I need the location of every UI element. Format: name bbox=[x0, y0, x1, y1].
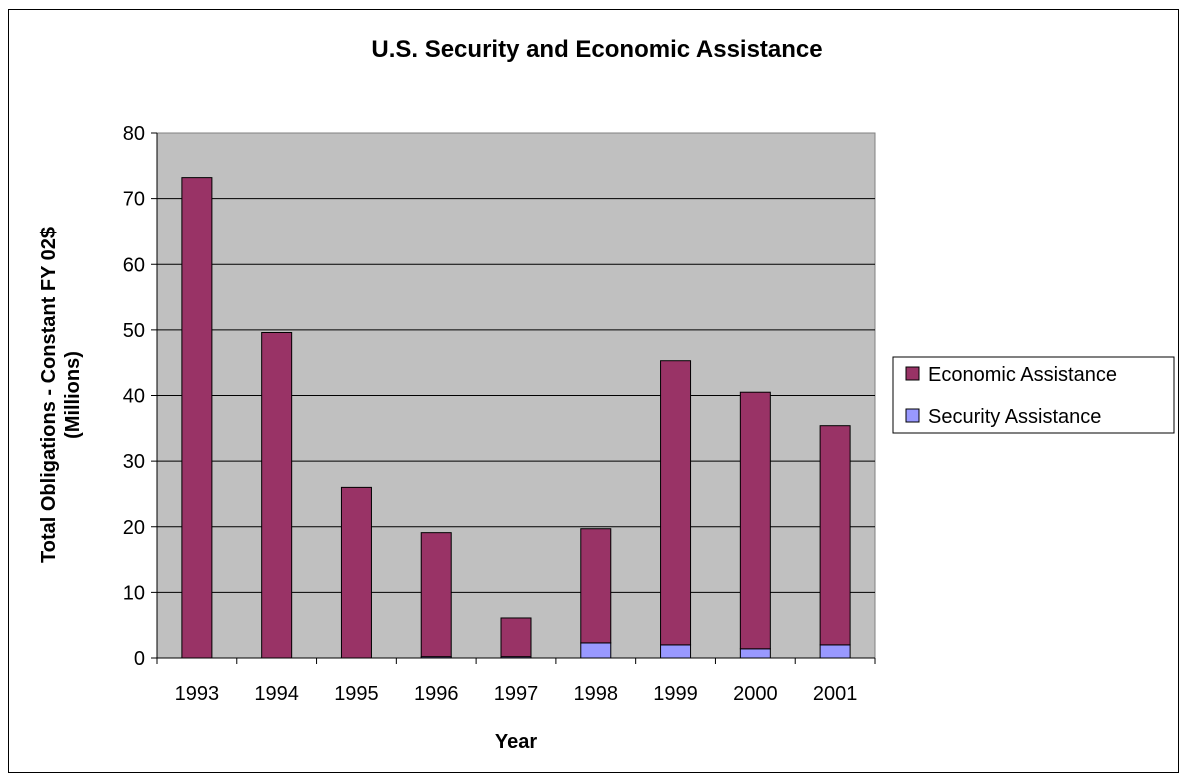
bar-economic-2001 bbox=[819, 425, 851, 646]
legend-swatch-economic bbox=[905, 366, 920, 381]
bar-security-2001 bbox=[819, 644, 851, 659]
bars bbox=[181, 177, 851, 659]
y-tick-labels: 0 10 20 30 40 50 60 70 80 bbox=[123, 123, 145, 670]
bar-security-1998 bbox=[580, 642, 612, 659]
legend-label-economic: Economic Assistance bbox=[928, 364, 1117, 386]
y-tick-label: 70 bbox=[123, 189, 145, 211]
x-tick-label: 1995 bbox=[334, 683, 379, 705]
y-tick-label: 20 bbox=[123, 517, 145, 539]
bar-economic-1994 bbox=[261, 332, 293, 659]
bar-economic-1993 bbox=[181, 177, 213, 659]
legend-swatch-security bbox=[905, 408, 920, 423]
x-tick-label: 2000 bbox=[733, 683, 778, 705]
y-tick-label: 60 bbox=[123, 254, 145, 276]
y-tick-label: 30 bbox=[123, 451, 145, 473]
chart-title: U.S. Security and Economic Assistance bbox=[371, 36, 822, 63]
y-tick-label: 0 bbox=[134, 648, 145, 670]
y-tick-label: 80 bbox=[123, 123, 145, 145]
bar-economic-1996 bbox=[420, 532, 452, 658]
x-tick-label: 2001 bbox=[813, 683, 858, 705]
y-tick-label: 40 bbox=[123, 386, 145, 408]
x-tick-label: 1993 bbox=[175, 683, 220, 705]
bar-economic-1995 bbox=[340, 486, 372, 659]
y-axis-title: Total Obligations - Constant FY 02$ (Mil… bbox=[38, 227, 84, 563]
bar-security-2000 bbox=[739, 648, 771, 659]
bar-economic-1997 bbox=[500, 617, 532, 658]
y-tick-label: 10 bbox=[123, 582, 145, 604]
x-tick-label: 1994 bbox=[254, 683, 299, 705]
x-tick-labels: 1993 1994 1995 1996 1997 1998 1999 2000 2001 bbox=[175, 683, 858, 705]
x-tick-label: 1999 bbox=[653, 683, 698, 705]
bar-economic-2000 bbox=[739, 391, 771, 650]
x-tick-label: 1996 bbox=[414, 683, 459, 705]
bar-security-1999 bbox=[660, 644, 692, 659]
y-axis-title-line-1: Total Obligations - Constant FY 02$ bbox=[38, 227, 60, 563]
bar-economic-1998 bbox=[580, 528, 612, 644]
axes bbox=[151, 132, 876, 664]
x-tick-label: 1997 bbox=[494, 683, 539, 705]
y-axis-title-line-2: (Millions) bbox=[62, 351, 84, 439]
y-tick-label: 50 bbox=[123, 320, 145, 342]
bar-economic-1999 bbox=[660, 360, 692, 646]
x-tick-label: 1998 bbox=[574, 683, 619, 705]
x-axis-title: Year bbox=[495, 731, 537, 753]
legend-box bbox=[892, 356, 1175, 434]
legend-label-security: Security Assistance bbox=[928, 406, 1101, 428]
legend: Economic Assistance Security Assistance bbox=[892, 356, 1175, 434]
